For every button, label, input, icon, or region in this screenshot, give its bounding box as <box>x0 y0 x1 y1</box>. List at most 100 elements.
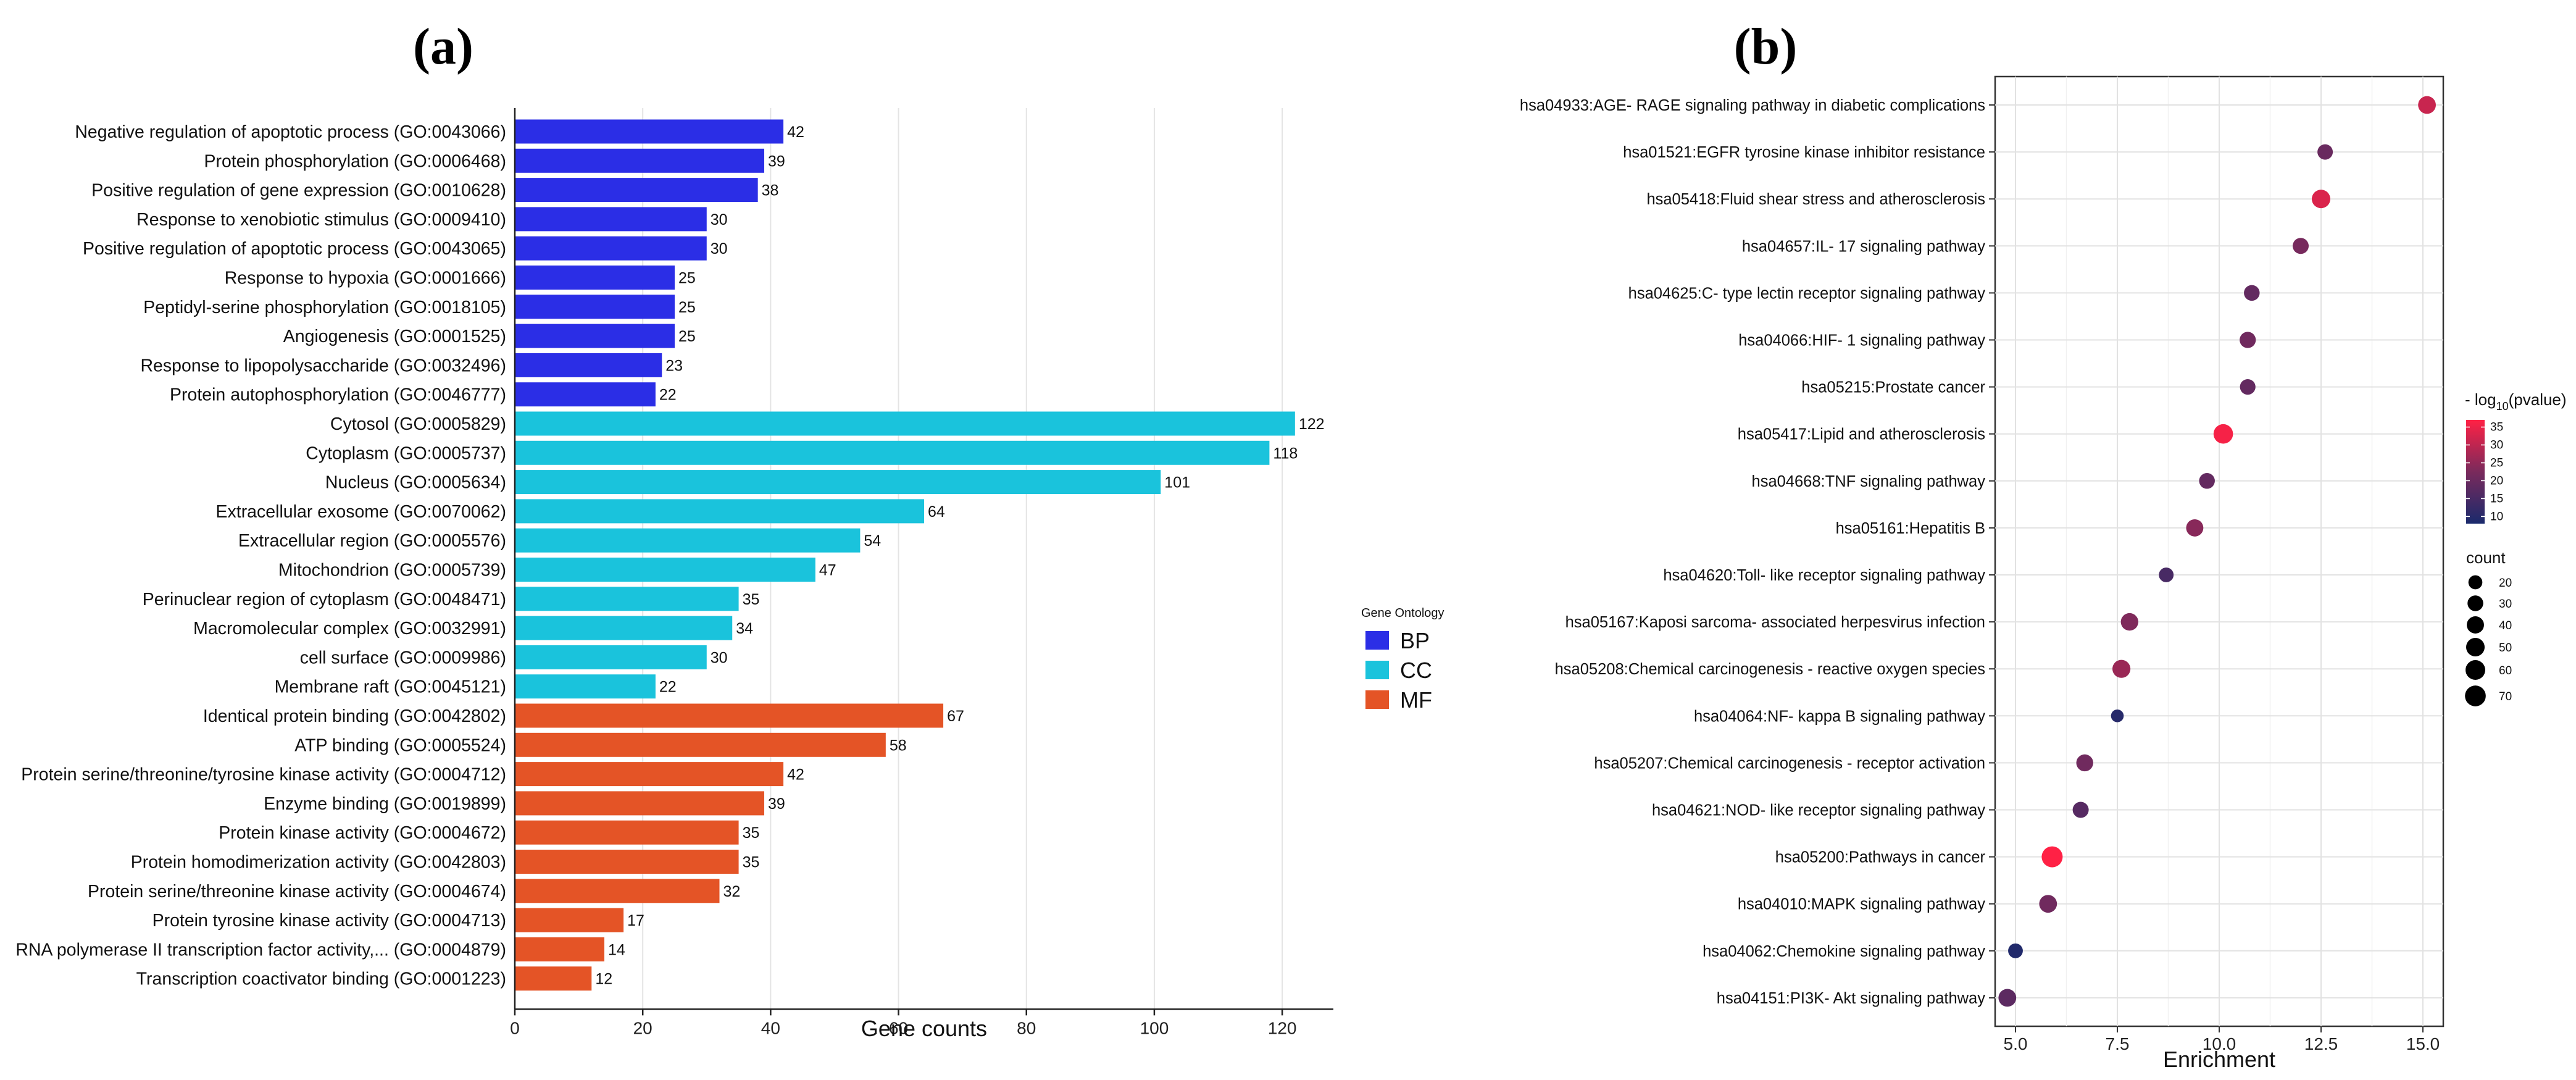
bar-value-label: 30 <box>711 211 728 228</box>
bar-value-label: 25 <box>678 328 696 345</box>
dot-plot-point <box>2041 846 2063 868</box>
dot-plot-point <box>2008 943 2023 958</box>
dot-plot-pathway-label: hsa05207:Chemical carcinogenesis - recep… <box>1594 755 1985 772</box>
dot-plot-pathway-label: hsa05418:Fluid shear stress and atherosc… <box>1646 191 1985 208</box>
bar-mf <box>515 908 624 932</box>
bar-category-label: Perinuclear region of cytoplasm (GO:0048… <box>143 590 506 609</box>
dot-plot-pathway-label: hsa05417:Lipid and atherosclerosis <box>1738 426 1985 443</box>
bar-category-label: Transcription coactivator binding (GO:00… <box>136 969 506 989</box>
panel-a-label: (a) <box>413 18 473 75</box>
bar-mf <box>515 879 720 903</box>
bar-category-label: Cytosol (GO:0005829) <box>330 414 506 434</box>
bar-bp <box>515 178 758 203</box>
size-legend-label: 30 <box>2499 598 2512 611</box>
bar-value-label: 14 <box>608 941 625 958</box>
size-legend-label: 60 <box>2499 664 2512 677</box>
bar-category-label: RNA polymerase II transcription factor a… <box>15 940 506 960</box>
bar-value-label: 67 <box>947 708 964 725</box>
bar-mf <box>515 966 592 991</box>
dot-plot-point <box>2072 802 2089 818</box>
bar-category-label: Protein tyrosine kinase activity (GO:000… <box>152 911 506 931</box>
bar-bp <box>515 266 675 290</box>
dot-plot-x-tick-label: 12.5 <box>2304 1034 2338 1053</box>
dot-plot-pathway-label: hsa04625:C- type lectin receptor signali… <box>1628 285 1986 302</box>
bar-category-label: Macromolecular complex (GO:0032991) <box>193 619 506 638</box>
legend-swatch-bp <box>1365 631 1389 650</box>
dot-plot-pathway-label: hsa04933:AGE- RAGE signaling pathway in … <box>1520 97 1985 114</box>
dot-plot-x-axis: 5.0 7.5 10.0 12.5 15.0 <box>2004 1026 2440 1053</box>
bar-chart-bars <box>515 119 1295 991</box>
dot-plot-point <box>2418 96 2436 114</box>
bar-bp <box>515 382 656 407</box>
bar-chart-x-axis: 0 20 40 60 80 100 120 <box>510 108 1333 1037</box>
legend-label-bp: BP <box>1400 628 1430 653</box>
dot-plot-point <box>2120 613 2138 631</box>
bar-category-label: Positive regulation of gene expression (… <box>91 181 506 201</box>
legend-title: Gene Ontology <box>1361 606 1444 620</box>
color-legend-tick-label: 30 <box>2490 439 2503 452</box>
color-legend-tick-label: 10 <box>2490 510 2503 523</box>
bar-bp <box>515 353 662 377</box>
bar-value-label: 38 <box>762 182 779 199</box>
bar-cc <box>515 558 815 582</box>
dot-plot-pathway-label: hsa04010:MAPK signaling pathway <box>1738 896 1985 913</box>
dot-plot-point <box>2240 379 2256 395</box>
size-legend-title: count <box>2466 548 2506 567</box>
bar-mf <box>515 791 765 816</box>
dot-plot-pathway-label: hsa04062:Chemokine signaling pathway <box>1703 943 1985 960</box>
bar-category-label: Peptidyl-serine phosphorylation (GO:0018… <box>143 298 506 317</box>
color-legend-title: - log10(pvalue) <box>2465 390 2567 412</box>
bar-category-label: Protein kinase activity (GO:0004672) <box>219 823 506 843</box>
size-legend-dot <box>2467 616 2484 634</box>
bar-bp <box>515 295 675 319</box>
bar-chart-value-labels: 4239383030252525232212211810164544735343… <box>595 123 1324 988</box>
bar-value-label: 32 <box>723 883 741 900</box>
dot-plot-point <box>2112 659 2131 678</box>
dot-plot-point <box>2240 332 2256 348</box>
bar-chart-x-tick-label: 80 <box>1017 1018 1036 1037</box>
bar-category-label: Mitochondrion (GO:0005739) <box>278 561 506 580</box>
bar-category-label: Angiogenesis (GO:0001525) <box>283 327 506 346</box>
bar-chart-x-axis-title: Gene counts <box>861 1016 987 1041</box>
bar-value-label: 12 <box>595 971 612 988</box>
bar-value-label: 39 <box>768 795 785 813</box>
bar-mf <box>515 937 605 961</box>
dot-plot-pathway-label: hsa05208:Chemical carcinogenesis - react… <box>1555 661 1985 678</box>
dot-plot-point <box>2159 567 2174 582</box>
dot-plot-point <box>2293 238 2309 254</box>
color-legend-gradient-bar <box>2466 420 2485 524</box>
dot-plot-x-axis-title: Enrichment <box>2163 1047 2275 1072</box>
legend-swatch-mf <box>1365 690 1389 709</box>
gene-ontology-legend: Gene Ontology BP CC MF <box>1361 606 1444 713</box>
dot-plot-x-tick-label: 5.0 <box>2004 1034 2028 1053</box>
size-legend-dot <box>2467 595 2483 611</box>
bar-value-label: 34 <box>736 620 753 637</box>
bar-category-label: Identical protein binding (GO:0042802) <box>203 706 506 726</box>
bar-chart-x-tick-label: 60 <box>889 1018 908 1037</box>
color-legend-title-subscript: 10 <box>2496 400 2509 412</box>
dot-plot-x-tick-label: 7.5 <box>2106 1034 2130 1053</box>
dot-plot-points <box>1998 96 2436 1007</box>
bar-value-label: 17 <box>627 912 644 929</box>
size-legend-dot <box>2466 660 2485 680</box>
bar-category-label: Extracellular region (GO:0005576) <box>238 531 506 551</box>
bar-cc <box>515 645 707 669</box>
bar-cc <box>515 440 1270 465</box>
dot-plot-pathway-labels: hsa04933:AGE- RAGE signaling pathway in … <box>1520 97 1995 1007</box>
dot-plot-pathway-label: hsa04066:HIF- 1 signaling pathway <box>1738 332 1985 350</box>
bar-chart-x-tick-label: 0 <box>510 1018 520 1037</box>
bar-value-label: 122 <box>1299 416 1325 433</box>
bar-category-label: Cytoplasm (GO:0005737) <box>306 443 506 463</box>
bar-bp <box>515 207 707 232</box>
bar-value-label: 25 <box>678 270 696 287</box>
bar-value-label: 58 <box>890 737 907 754</box>
bar-chart-x-tick-label: 120 <box>1268 1018 1297 1037</box>
dot-plot-grid <box>1995 77 2443 1026</box>
bar-bp <box>515 236 707 261</box>
bar-category-label: Protein autophosphorylation (GO:0046777) <box>170 385 506 405</box>
dot-plot-point <box>2199 473 2215 489</box>
bar-cc <box>515 616 733 640</box>
dot-plot-pathway-label: hsa05215:Prostate cancer <box>1801 379 1985 396</box>
bar-category-label: Nucleus (GO:0005634) <box>325 473 506 493</box>
